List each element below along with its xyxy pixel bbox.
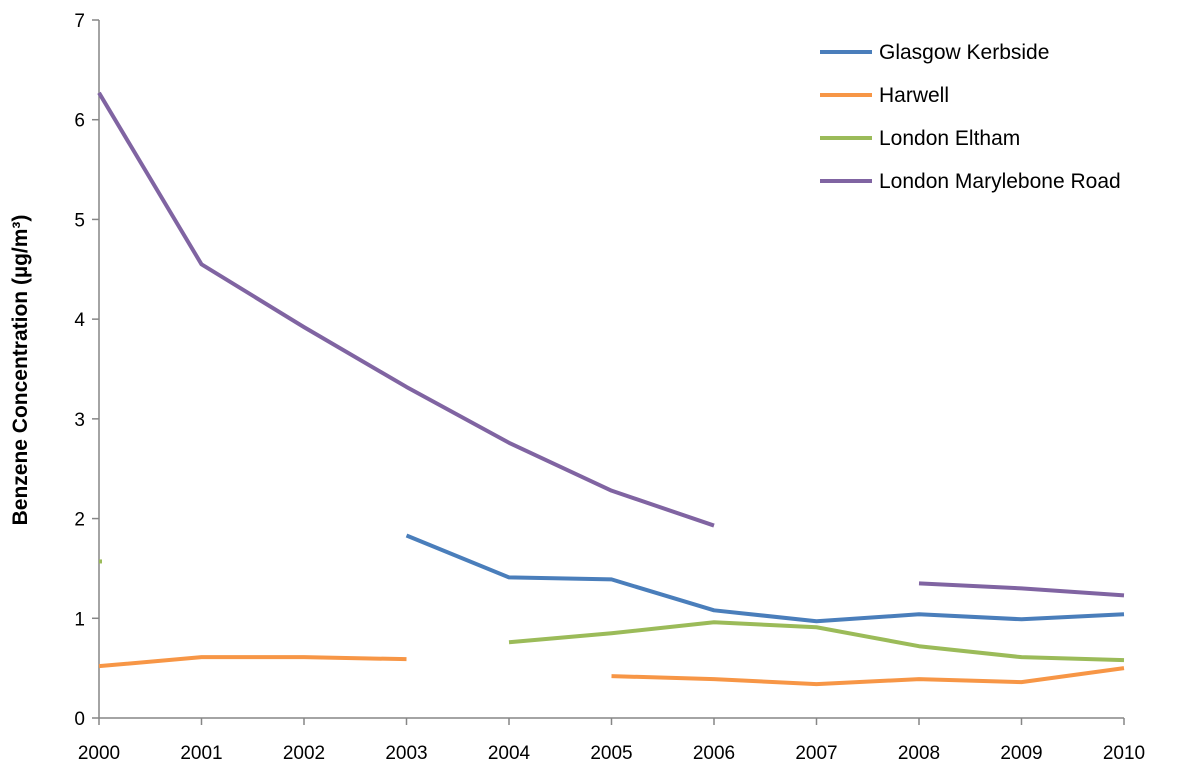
legend-label: Glasgow Kerbside [879,41,1049,64]
y-tick-label: 2 [74,510,85,531]
legend: Glasgow Kerbside Harwell London Eltham Lond… [820,41,1121,193]
y-ticks: 0 1 2 3 4 5 6 7 [74,11,99,730]
legend-label: London Marylebone Road [879,170,1121,193]
legend-label: London Eltham [879,127,1020,150]
x-ticks: 2000 2001 2002 2003 2004 2005 2006 2007 2008 2009… [78,718,1145,764]
series-layer [97,91,1125,687]
series-line-segment [611,666,1125,687]
series-london-marylebone-road [97,91,1125,598]
x-tick-label: 2010 [1103,743,1145,764]
legend-item: Glasgow Kerbside [820,41,1049,64]
legend-label: Harwell [879,84,949,107]
y-tick-label: 5 [74,210,85,231]
series-glasgow-kerbside [405,533,1125,624]
legend-item: London Eltham [820,127,1020,150]
series-line-segment [405,533,1125,624]
x-tick-label: 2001 [180,743,222,764]
y-tick-label: 6 [74,111,85,132]
series-london-eltham [99,559,1125,663]
series-line-segment [97,91,715,528]
series-line-segment [918,581,1125,598]
y-tick-label: 4 [74,310,85,331]
y-tick-label: 3 [74,410,85,431]
series-line-segment [508,620,1125,663]
x-tick-label: 2003 [385,743,427,764]
y-tick-label: 7 [74,11,85,32]
x-tick-label: 2002 [283,743,325,764]
x-tick-label: 2009 [1000,743,1042,764]
legend-item: Harwell [820,84,949,107]
x-tick-label: 2005 [590,743,632,764]
y-tick-label: 1 [74,609,85,630]
legend-item: London Marylebone Road [820,170,1121,193]
series-harwell [98,655,1125,687]
x-tick-label: 2008 [898,743,940,764]
y-tick-label: 0 [74,709,85,730]
x-tick-label: 2006 [693,743,735,764]
x-tick-label: 2007 [795,743,837,764]
y-axis-title: Benzene Concentration (µg/m³) [9,215,32,526]
x-tick-label: 2004 [488,743,531,764]
series-line-segment [98,655,407,669]
x-tick-label: 2000 [78,743,120,764]
